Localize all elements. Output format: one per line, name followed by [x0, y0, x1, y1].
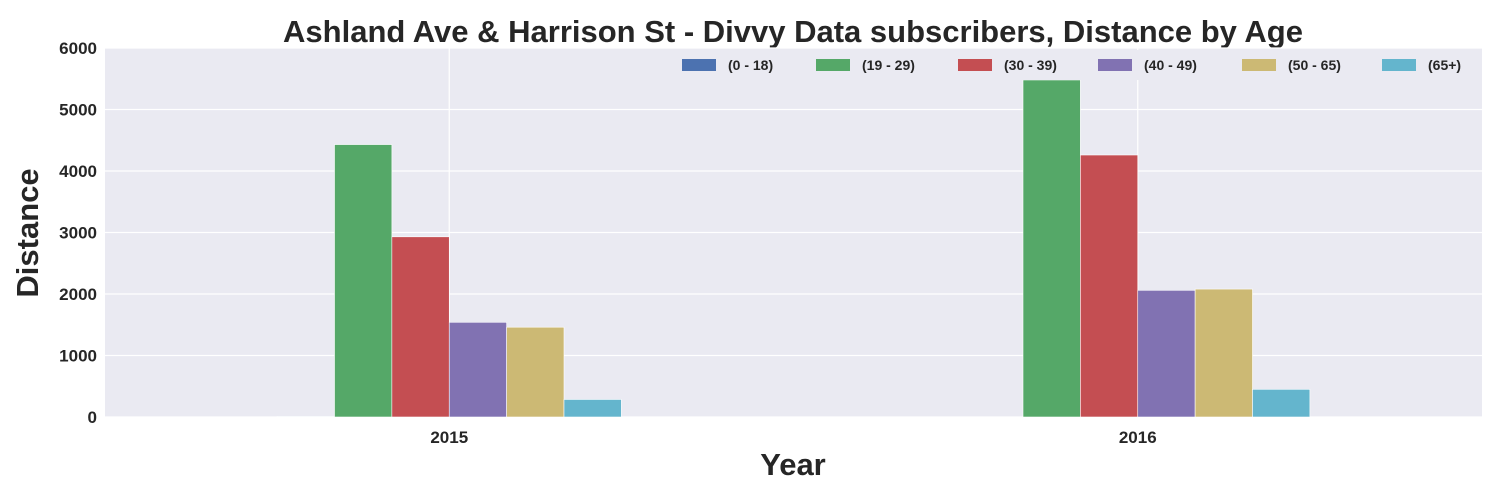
x-axis-title: Year: [760, 447, 826, 482]
legend-swatch: [1098, 59, 1132, 71]
x-tick-label: 2015: [430, 428, 468, 447]
bar-2015-4: [506, 326, 565, 418]
legend-label: (30 - 39): [1004, 57, 1057, 73]
bar-2016-5: [1252, 389, 1311, 418]
legend-label: (50 - 65): [1288, 57, 1341, 73]
bar-2015-3: [448, 321, 507, 418]
legend: (0 - 18) (19 - 29) (30 - 39) (40 - 49) (50 -…: [674, 50, 1480, 80]
legend-label: (19 - 29): [862, 57, 915, 73]
bars: [276, 79, 1311, 418]
legend-swatch: [816, 59, 850, 71]
y-tick-label: 5000: [59, 101, 97, 120]
bar-2016-3: [1137, 290, 1196, 418]
legend-label: (0 - 18): [728, 57, 773, 73]
x-axis-ticks: 2015 2016: [430, 428, 1156, 447]
y-tick-label: 4000: [59, 162, 97, 181]
y-tick-label: 2000: [59, 285, 97, 304]
bar-2015-5: [563, 399, 622, 418]
bar-2015-0: [276, 416, 335, 418]
y-axis-title: Distance: [10, 168, 45, 297]
legend-swatch: [1382, 59, 1416, 71]
y-tick-label: 3000: [59, 224, 97, 243]
bar-2016-4: [1194, 288, 1253, 418]
chart-title: Ashland Ave & Harrison St - Divvy Data s…: [283, 14, 1303, 49]
y-tick-label: 6000: [59, 39, 97, 58]
legend-box: [674, 50, 1480, 80]
y-tick-label: 1000: [59, 347, 97, 366]
bar-2015-1: [334, 144, 393, 418]
legend-swatch: [958, 59, 992, 71]
bar-2015-2: [391, 236, 450, 418]
y-tick-label: 0: [88, 408, 97, 427]
x-tick-label: 2016: [1119, 428, 1157, 447]
bar-2016-2: [1080, 154, 1139, 418]
legend-swatch: [682, 59, 716, 71]
bar-2016-1: [1022, 79, 1081, 418]
legend-swatch: [1242, 59, 1276, 71]
legend-label: (65+): [1428, 57, 1461, 73]
y-axis-ticks: 0 1000 2000 3000 4000 5000 6000: [59, 39, 97, 427]
legend-label: (40 - 49): [1144, 57, 1197, 73]
